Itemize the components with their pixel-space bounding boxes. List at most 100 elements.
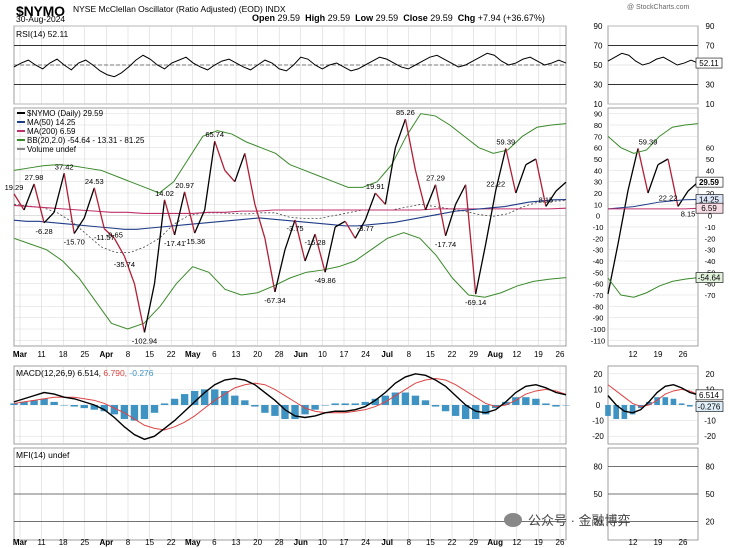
macd-line: [13, 373, 567, 441]
inset-price-segment: [627, 148, 639, 191]
mfi-x-label: 6: [212, 538, 217, 547]
price-annotation: -67.34: [264, 296, 285, 305]
price-segment: [234, 153, 246, 182]
price-annotation: -16.28: [304, 238, 325, 247]
price-value-badge: 14.25: [699, 196, 720, 205]
inset-x-label: 26: [679, 350, 688, 359]
price-x-label: 12: [512, 350, 521, 359]
macd-inset-y-tick: -10: [704, 417, 716, 426]
price-inset-y-tick: 60: [706, 144, 714, 153]
price-segment: [525, 158, 537, 166]
rsi-inset-y-tick: 30: [706, 81, 715, 90]
mfi-x-label: 24: [361, 538, 370, 547]
macd-histogram-bar: [251, 405, 259, 407]
macd-histogram-bar: [431, 405, 440, 407]
price-annotation: -3.77: [357, 224, 374, 233]
price-inset-y-tick: 50: [706, 155, 714, 164]
mfi-x-label: 17: [340, 538, 349, 547]
macd-histogram-bar: [271, 405, 279, 416]
rsi-y-tick: 50: [594, 61, 603, 70]
macd-histogram-bar: [20, 401, 28, 405]
price-segment: [354, 219, 366, 239]
price-segment: [93, 187, 105, 229]
macd-histogram-bar: [231, 395, 239, 405]
macd-histogram-bar: [542, 403, 550, 405]
price-value-badge: 6.59: [701, 204, 717, 213]
macd-histogram-bar: [150, 405, 159, 413]
price-annotation: -69.14: [465, 298, 486, 307]
price-y-tick: 20: [594, 189, 602, 198]
mfi-x-label: 13: [232, 538, 241, 547]
price-segment: [495, 148, 507, 191]
price-annotation: 22.22: [486, 179, 505, 188]
price-segment: [414, 170, 427, 211]
price-x-label: 25: [80, 350, 89, 359]
price-segment: [173, 191, 186, 236]
rsi-y-tick: 70: [594, 42, 603, 51]
price-segment: [73, 217, 85, 234]
price-segment: [63, 173, 75, 234]
price-value-badge: 29.59: [699, 178, 720, 187]
price-x-label: 26: [556, 350, 565, 359]
inset-histogram-bar: [605, 405, 611, 416]
price-segment: [53, 173, 65, 213]
price-y-tick: -20: [593, 234, 604, 243]
inset-mfi-x-label: 19: [654, 538, 663, 547]
price-segment: [264, 238, 276, 293]
price-annotation: -17.41: [164, 239, 185, 248]
price-annotation: 27.29: [426, 174, 445, 183]
macd-histogram-bar: [100, 405, 109, 412]
macd-histogram-bar: [351, 403, 359, 405]
price-y-tick: 40: [594, 166, 602, 175]
macd-label-signal: 6.790,: [103, 368, 129, 378]
price-x-label: 18: [59, 350, 68, 359]
price-x-label: 17: [340, 350, 349, 359]
price-y-tick: -80: [593, 302, 604, 311]
inset-price-segment: [667, 158, 679, 207]
macd-histogram-bar: [190, 390, 199, 405]
macd-histogram-bar: [471, 405, 480, 420]
inset-mfi-x-label: 12: [629, 538, 638, 547]
inset-histogram-bar: [662, 397, 669, 405]
price-annotation: 19.91: [366, 182, 385, 191]
mfi-x-label: 22: [448, 538, 457, 547]
mfi-x-label: Mar: [13, 538, 27, 547]
price-x-label: 22: [167, 350, 176, 359]
mfi-x-label: 15: [145, 538, 154, 547]
high-value: 29.59: [327, 13, 351, 23]
price-segment: [464, 184, 477, 295]
macd-value-badge: 6.514: [699, 391, 720, 400]
macd-histogram-bar: [311, 405, 319, 410]
price-y-tick: -10: [593, 223, 604, 232]
bb-lower-band: [13, 232, 567, 330]
price-segment: [123, 255, 136, 284]
price-annotation: -15.70: [64, 237, 85, 246]
price-annotation: 65.74: [205, 130, 224, 139]
inset-histogram-bar: [678, 403, 685, 405]
macd-histogram-bar: [321, 405, 329, 406]
macd-histogram-bar: [482, 405, 490, 415]
price-y-tick: -50: [593, 268, 604, 277]
inset-annotation: 8.15: [681, 209, 696, 218]
macd-histogram-bar: [70, 405, 78, 407]
macd-histogram-bar: [211, 389, 219, 405]
macd-histogram-bar: [301, 405, 309, 415]
price-segment: [404, 118, 417, 171]
inset-bb-lower: [607, 277, 699, 298]
macd-histogram-bar: [522, 397, 530, 405]
price-y-tick: 90: [594, 110, 602, 119]
mfi-x-label: 26: [556, 538, 565, 547]
price-y-tick: 10: [594, 200, 602, 209]
macd-histogram-bar: [130, 405, 139, 421]
price-x-label: 6: [212, 350, 217, 359]
mfi-x-label: Jun: [294, 538, 308, 547]
inset-histogram-bar: [621, 405, 628, 420]
price-x-label: 22: [448, 350, 457, 359]
legend-entry: MA(200) 6.59: [27, 127, 76, 136]
price-segment: [294, 219, 306, 262]
price-y-tick: -100: [590, 325, 605, 334]
price-value-badge-box: [695, 202, 724, 214]
price-segment: [194, 209, 206, 234]
price-x-label: 20: [253, 350, 262, 359]
price-segment: [455, 184, 467, 205]
